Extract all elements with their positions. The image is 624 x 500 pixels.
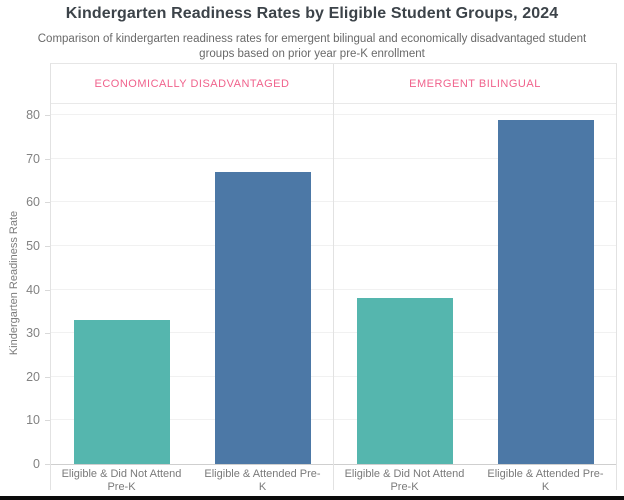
gridline	[334, 375, 616, 377]
gridline	[334, 201, 616, 203]
y-tick-mark	[45, 464, 50, 465]
y-tick-mark	[45, 289, 50, 291]
y-tick-mark	[45, 420, 50, 422]
y-tick-mark	[45, 115, 50, 117]
y-tick-label: 0	[33, 457, 40, 471]
y-tick-mark	[45, 246, 50, 247]
y-tick-label: 60	[26, 195, 40, 210]
y-tick-mark	[45, 376, 50, 378]
gridline	[51, 419, 333, 421]
gridline	[51, 245, 333, 246]
y-tick-mark	[45, 333, 50, 335]
y-tick-label: 70	[26, 151, 40, 166]
gridline	[51, 201, 333, 203]
gridline	[334, 419, 616, 421]
gridline	[334, 332, 616, 334]
x-axis-labels: Eligible & Did Not Attend Pre-K Eligible …	[51, 465, 333, 493]
gridline	[51, 157, 333, 159]
gridline	[51, 332, 333, 334]
x-category-label: Eligible & Attended Pre-K	[204, 468, 321, 493]
chart-title: Kindergarten Readiness Rates by Eligible…	[65, 5, 559, 22]
panel-header-label: ECONOMICALLY DISADVANTAGED	[51, 64, 333, 104]
bottom-edge-bar	[0, 496, 624, 500]
gridline	[51, 114, 333, 116]
y-tick-mark	[45, 202, 50, 204]
chart-area: Kindergarten Readiness Rate 0 10 20 30 40 50 6…	[0, 63, 624, 496]
gridline	[334, 288, 616, 290]
y-tick-label: 80	[26, 108, 40, 123]
panel-economically-disadvantaged: ECONOMICALLY DISADVANTAGED Eligible & Did…	[51, 64, 333, 493]
bar-attended[interactable]	[214, 171, 311, 464]
y-tick-label: 50	[26, 239, 40, 253]
gridline	[51, 375, 333, 377]
panel-emergent-bilingual: EMERGENT BILINGUAL Eligible & Did Not Att…	[333, 64, 616, 493]
gridline	[334, 245, 616, 246]
bar-attended[interactable]	[497, 119, 594, 464]
panel-plot-body	[334, 104, 616, 465]
gridline	[334, 114, 616, 116]
y-tick-label: 20	[26, 369, 40, 384]
panel-plot-body	[51, 104, 333, 465]
y-tick-mark	[45, 158, 50, 160]
x-category-label: Eligible & Did Not Attend Pre-K	[344, 468, 465, 493]
x-axis-labels: Eligible & Did Not Attend Pre-K Eligible …	[334, 465, 616, 493]
x-category-label: Eligible & Attended Pre-K	[487, 468, 604, 493]
y-tick-label: 10	[26, 413, 40, 428]
gridline	[51, 288, 333, 290]
bar-did-not-attend[interactable]	[356, 298, 453, 464]
x-category-label: Eligible & Did Not Attend Pre-K	[61, 468, 182, 493]
y-tick-label: 30	[26, 326, 40, 341]
y-tick-label: 40	[26, 282, 40, 297]
bar-did-not-attend[interactable]	[73, 320, 170, 464]
gridline	[334, 157, 616, 159]
panel-header-label: EMERGENT BILINGUAL	[334, 64, 616, 104]
plot-area: ECONOMICALLY DISADVANTAGED Eligible & Did…	[50, 63, 617, 493]
chart-subtitle: Comparison of kindergarten readiness rat…	[37, 33, 587, 60]
